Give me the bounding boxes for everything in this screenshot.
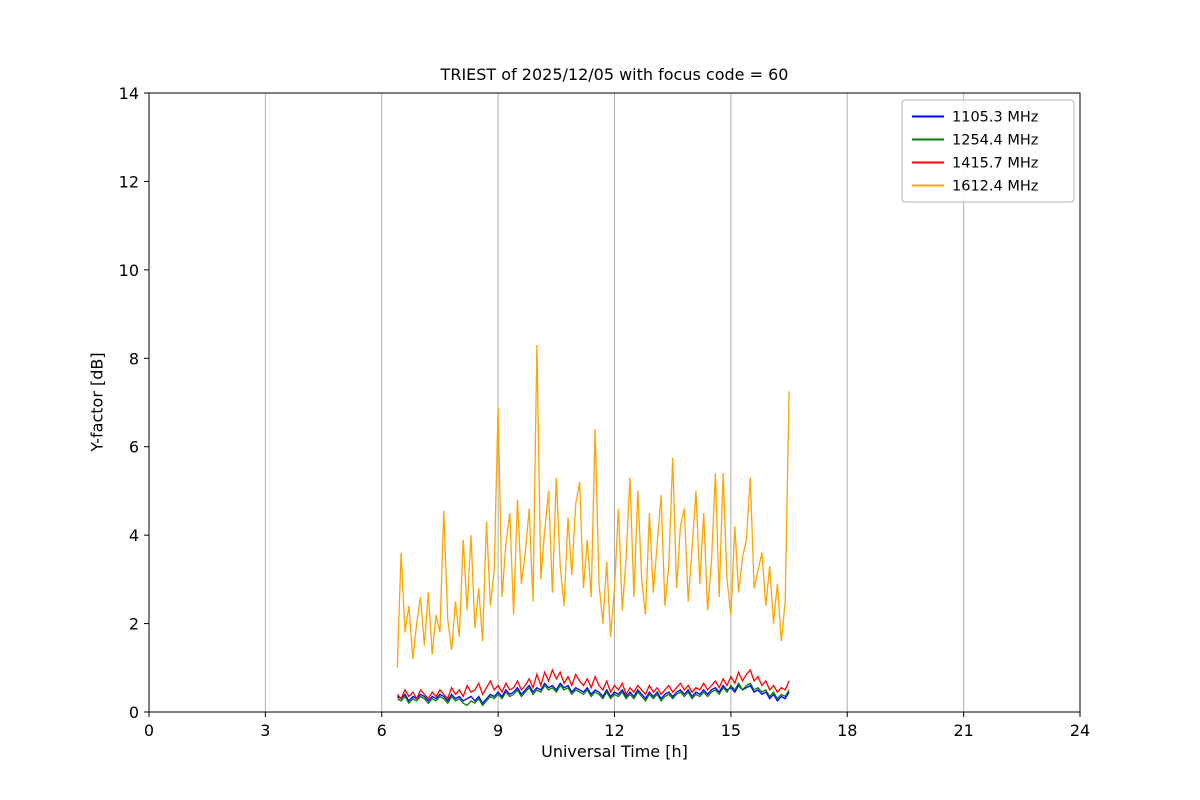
y-tick-label: 0 [129,703,139,722]
x-tick-label: 15 [721,721,741,740]
series-line-1105.3 [396,682,790,705]
x-tick-label: 6 [377,721,387,740]
x-tick-label: 18 [837,721,857,740]
series-line-1415.7 [396,668,790,701]
y-tick-label: 4 [129,526,139,545]
legend-box [901,99,1075,203]
chart-title: TRIEST of 2025/12/05 with focus code = 6… [440,65,789,84]
x-tick-label: 3 [260,721,270,740]
legend-label: 1105.3 MHz [952,110,1038,126]
x-tick-label: 12 [604,721,624,740]
y-tick-label: 10 [119,261,139,280]
y-tick-label: 8 [129,349,139,368]
y-tick-label: 6 [129,438,139,457]
legend-label: 1254.4 MHz [952,133,1038,149]
series-line-1612.4 [396,344,790,668]
x-tick-label: 21 [953,721,973,740]
y-tick-label: 12 [119,172,139,191]
x-tick-label: 24 [1070,721,1090,740]
x-tick-label: 0 [144,721,154,740]
x-axis-label: Universal Time [h] [541,742,688,761]
y-tick-label: 14 [119,84,139,103]
legend-label: 1612.4 MHz [952,179,1038,195]
legend-label: 1415.7 MHz [952,156,1038,172]
series-line-1254.4 [396,682,790,707]
x-tick-label: 9 [493,721,503,740]
y-tick-label: 2 [129,615,139,634]
